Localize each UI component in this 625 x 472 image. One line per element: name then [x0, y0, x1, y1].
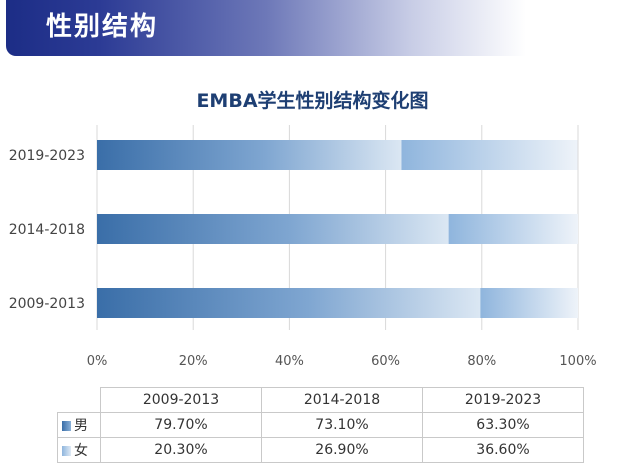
x-tick-label: 40% — [275, 354, 304, 369]
table-row: 男 79.70% 73.10% 63.30% — [57, 412, 584, 438]
stacked-bar-chart: 2019-2023 2014-2018 2009-2013 0% 20% 40% 60% 8… — [9, 125, 597, 369]
table-cell: 63.30% — [422, 412, 584, 438]
table-col-header: 2014-2018 — [261, 387, 423, 413]
bar-male — [97, 214, 449, 244]
table-cell: 20.30% — [100, 437, 262, 463]
bar-female — [401, 140, 578, 170]
x-tick-label: 0% — [87, 354, 108, 369]
x-tick-label: 60% — [371, 354, 400, 369]
table-corner — [57, 387, 101, 413]
data-table: 2009-2013 2014-2018 2019-2023 男 79.70% 7… — [57, 387, 584, 463]
table-row-header: 男 — [57, 412, 101, 438]
table-cell: 36.60% — [422, 437, 584, 463]
table-cell: 73.10% — [261, 412, 423, 438]
y-category-label: 2019-2023 — [9, 148, 85, 164]
female-legend-swatch — [62, 446, 71, 456]
y-category-label: 2009-2013 — [9, 296, 85, 312]
x-tick-label: 80% — [467, 354, 496, 369]
y-category-label: 2014-2018 — [9, 222, 85, 238]
x-tick-label: 100% — [559, 354, 596, 369]
bar-female — [480, 288, 578, 318]
chart-title: EMBA学生性别结构变化图 — [196, 90, 429, 112]
section-title: 性别结构 — [46, 12, 159, 42]
bar-male — [97, 288, 481, 318]
table-row-label: 女 — [74, 443, 88, 459]
section-banner: 性别结构 — [6, 0, 526, 56]
table-header-row: 2009-2013 2014-2018 2019-2023 — [57, 387, 584, 413]
table-col-header: 2009-2013 — [100, 387, 262, 413]
table-cell: 79.70% — [100, 412, 262, 438]
table-row: 女 20.30% 26.90% 36.60% — [57, 437, 584, 463]
table-col-header: 2019-2023 — [422, 387, 584, 413]
bar-female — [448, 214, 578, 244]
x-tick-label: 20% — [179, 354, 208, 369]
bar-male — [97, 140, 402, 170]
male-legend-swatch — [62, 421, 71, 431]
table-row-header: 女 — [57, 437, 101, 463]
table-cell: 26.90% — [261, 437, 423, 463]
table-row-label: 男 — [74, 418, 88, 434]
